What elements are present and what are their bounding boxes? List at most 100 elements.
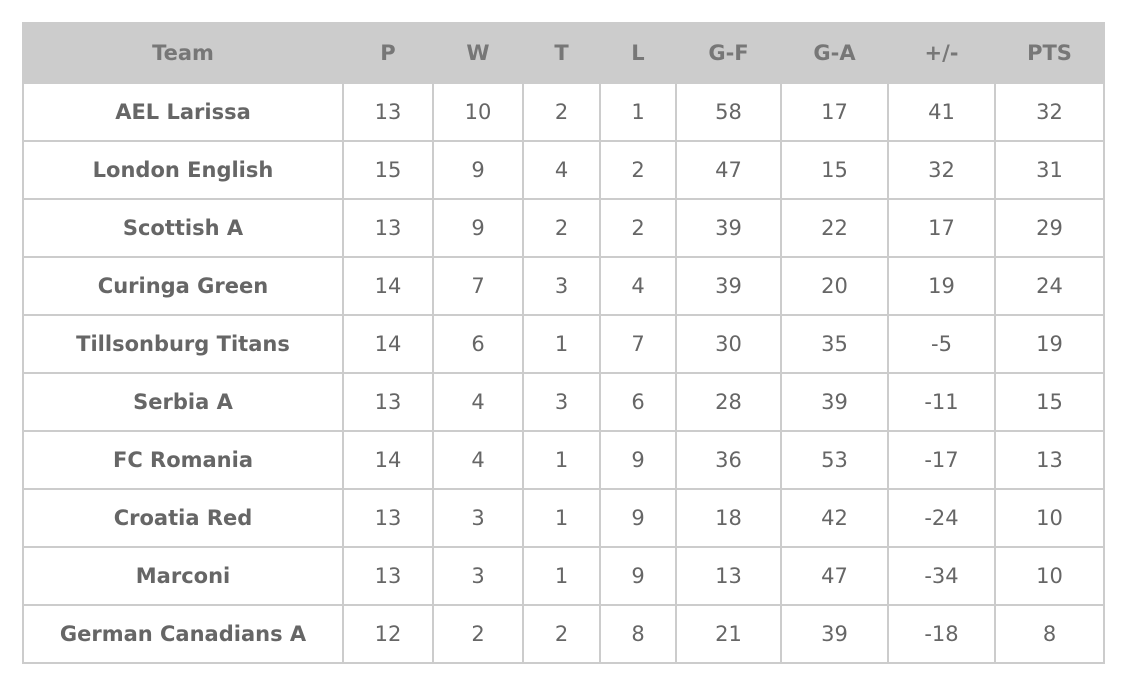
- stat-cell: 2: [599, 140, 677, 200]
- stat-cell: 28: [675, 372, 782, 432]
- stat-cell: 42: [780, 488, 889, 548]
- stat-cell: 1: [522, 546, 601, 606]
- stat-cell: 9: [599, 430, 677, 490]
- stat-cell: 32: [994, 82, 1105, 142]
- header-cell: T: [522, 22, 601, 84]
- stat-cell: 19: [994, 314, 1105, 374]
- table-row: Tillsonburg Titans 14 6 1 7 30 35 -5 19: [22, 314, 1105, 374]
- header-cell: L: [599, 22, 677, 84]
- stat-cell: 18: [675, 488, 782, 548]
- stat-cell: 3: [432, 546, 524, 606]
- stat-cell: 9: [432, 140, 524, 200]
- stat-cell: 30: [675, 314, 782, 374]
- stat-cell: 6: [432, 314, 524, 374]
- stat-cell: 8: [994, 604, 1105, 664]
- stat-cell: -18: [887, 604, 996, 664]
- standings-table: Team P W T L G-F G-A +/- PTS AEL Larissa 13 10 2 1 58…: [22, 22, 1105, 664]
- stat-cell: 14: [342, 430, 434, 490]
- stat-cell: 13: [675, 546, 782, 606]
- stat-cell: 7: [432, 256, 524, 316]
- stat-cell: 35: [780, 314, 889, 374]
- header-cell: W: [432, 22, 524, 84]
- stat-cell: 9: [432, 198, 524, 258]
- header-cell: +/-: [887, 22, 996, 84]
- stat-cell: 4: [432, 372, 524, 432]
- stat-cell: 13: [342, 546, 434, 606]
- stat-cell: 39: [675, 256, 782, 316]
- team-cell: AEL Larissa: [22, 82, 344, 142]
- stat-cell: 17: [887, 198, 996, 258]
- stat-cell: 31: [994, 140, 1105, 200]
- stat-cell: 24: [994, 256, 1105, 316]
- table-row: Serbia A 13 4 3 6 28 39 -11 15: [22, 372, 1105, 432]
- stat-cell: 13: [994, 430, 1105, 490]
- stat-cell: 12: [342, 604, 434, 664]
- header-cell: G-F: [675, 22, 782, 84]
- stat-cell: 15: [780, 140, 889, 200]
- stat-cell: -5: [887, 314, 996, 374]
- stat-cell: -24: [887, 488, 996, 548]
- stat-cell: 4: [599, 256, 677, 316]
- stat-cell: 2: [599, 198, 677, 258]
- stat-cell: -11: [887, 372, 996, 432]
- stat-cell: 13: [342, 372, 434, 432]
- stat-cell: 10: [432, 82, 524, 142]
- stat-cell: 1: [522, 430, 601, 490]
- stat-cell: 2: [522, 198, 601, 258]
- stat-cell: -34: [887, 546, 996, 606]
- stat-cell: 1: [522, 314, 601, 374]
- stat-cell: 32: [887, 140, 996, 200]
- stat-cell: 1: [599, 82, 677, 142]
- stat-cell: 20: [780, 256, 889, 316]
- stat-cell: 15: [342, 140, 434, 200]
- stat-cell: 15: [994, 372, 1105, 432]
- stat-cell: 13: [342, 82, 434, 142]
- stat-cell: 3: [522, 256, 601, 316]
- header-cell: PTS: [994, 22, 1105, 84]
- stat-cell: 19: [887, 256, 996, 316]
- table-row: AEL Larissa 13 10 2 1 58 17 41 32: [22, 82, 1105, 142]
- stat-cell: 36: [675, 430, 782, 490]
- team-cell: Scottish A: [22, 198, 344, 258]
- table-body: AEL Larissa 13 10 2 1 58 17 41 32 London English 1…: [22, 82, 1105, 664]
- table-row: Marconi 13 3 1 9 13 47 -34 10: [22, 546, 1105, 606]
- stat-cell: 9: [599, 546, 677, 606]
- team-cell: Serbia A: [22, 372, 344, 432]
- stat-cell: 8: [599, 604, 677, 664]
- stat-cell: 9: [599, 488, 677, 548]
- stat-cell: -17: [887, 430, 996, 490]
- team-cell: German Canadians A: [22, 604, 344, 664]
- stat-cell: 3: [432, 488, 524, 548]
- stat-cell: 10: [994, 546, 1105, 606]
- stat-cell: 7: [599, 314, 677, 374]
- team-cell: Curinga Green: [22, 256, 344, 316]
- stat-cell: 39: [675, 198, 782, 258]
- stat-cell: 13: [342, 488, 434, 548]
- team-cell: Croatia Red: [22, 488, 344, 548]
- stat-cell: 2: [522, 82, 601, 142]
- team-cell: Tillsonburg Titans: [22, 314, 344, 374]
- stat-cell: 47: [675, 140, 782, 200]
- stat-cell: 41: [887, 82, 996, 142]
- table-header: Team P W T L G-F G-A +/- PTS: [22, 22, 1105, 84]
- table-row: Curinga Green 14 7 3 4 39 20 19 24: [22, 256, 1105, 316]
- stat-cell: 4: [522, 140, 601, 200]
- header-cell: Team: [22, 22, 344, 84]
- table-row: German Canadians A 12 2 2 8 21 39 -18 8: [22, 604, 1105, 664]
- stat-cell: 39: [780, 604, 889, 664]
- stat-cell: 2: [522, 604, 601, 664]
- stat-cell: 13: [342, 198, 434, 258]
- stat-cell: 14: [342, 314, 434, 374]
- header-cell: P: [342, 22, 434, 84]
- stat-cell: 14: [342, 256, 434, 316]
- table-row: FC Romania 14 4 1 9 36 53 -17 13: [22, 430, 1105, 490]
- stat-cell: 4: [432, 430, 524, 490]
- stat-cell: 6: [599, 372, 677, 432]
- table-row: Scottish A 13 9 2 2 39 22 17 29: [22, 198, 1105, 258]
- stat-cell: 22: [780, 198, 889, 258]
- stat-cell: 58: [675, 82, 782, 142]
- header-cell: G-A: [780, 22, 889, 84]
- stat-cell: 1: [522, 488, 601, 548]
- stat-cell: 39: [780, 372, 889, 432]
- stat-cell: 47: [780, 546, 889, 606]
